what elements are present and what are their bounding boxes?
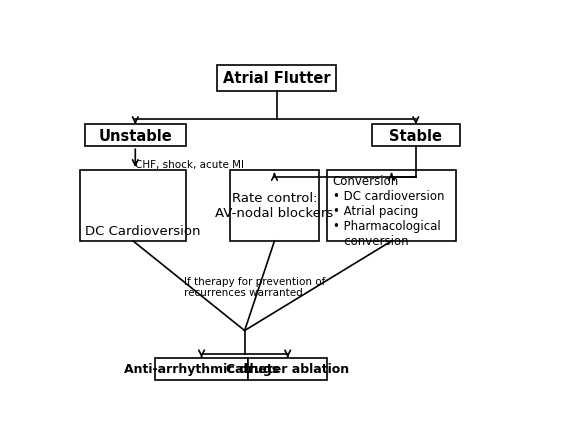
FancyBboxPatch shape: [372, 125, 460, 147]
Text: Unstable: Unstable: [99, 128, 172, 144]
Text: Anti-arrhythmic drugs: Anti-arrhythmic drugs: [124, 362, 279, 375]
Text: Atrial Flutter: Atrial Flutter: [223, 71, 331, 86]
Text: Rate control:
AV-nodal blockers: Rate control: AV-nodal blockers: [215, 192, 333, 220]
FancyBboxPatch shape: [248, 358, 328, 380]
FancyBboxPatch shape: [217, 66, 336, 92]
FancyBboxPatch shape: [155, 358, 248, 380]
FancyBboxPatch shape: [84, 125, 186, 147]
FancyBboxPatch shape: [80, 171, 186, 241]
Text: DC Cardioversion: DC Cardioversion: [86, 224, 201, 237]
Text: Catheter ablation: Catheter ablation: [226, 362, 349, 375]
Text: Stable: Stable: [389, 128, 442, 144]
Text: If therapy for prevention of
recurrences warranted: If therapy for prevention of recurrences…: [184, 276, 325, 298]
FancyBboxPatch shape: [230, 171, 319, 241]
Text: Conversion
• DC cardioversion
• Atrial pacing
• Pharmacological
   conversion: Conversion • DC cardioversion • Atrial p…: [333, 175, 444, 247]
FancyBboxPatch shape: [327, 171, 455, 241]
Text: CHF, shock, acute MI: CHF, shock, acute MI: [135, 159, 245, 170]
